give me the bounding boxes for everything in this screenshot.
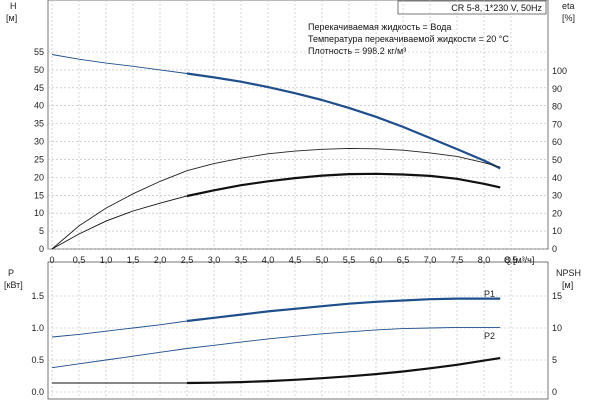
p-tick-label: 1.5 [31, 291, 44, 301]
x-tick-label: 7,0 [424, 255, 437, 265]
h-tick-label: 35 [34, 119, 44, 129]
top-curve-0-operating-range [186, 72, 501, 170]
x-tick-label: 4,0 [262, 255, 275, 265]
p-axis-unit: [кВт] [4, 280, 23, 290]
bottom-curve-2-operating-range [186, 357, 501, 385]
series-label-p2: P2 [484, 331, 495, 341]
h-tick-label: 45 [34, 83, 44, 93]
npsh-tick-label: 0 [552, 387, 557, 397]
x-tick-label: 4,5 [289, 255, 302, 265]
annotation-temperature: Температура перекачиваемой жидкости = 20… [308, 34, 509, 44]
x-tick-label: 8,0 [478, 255, 491, 265]
chart-title: CR 5-8, 1*230 V, 50Hz [451, 3, 542, 13]
x-tick-label: 7,5 [451, 255, 464, 265]
q-axis-label: Q [504, 255, 511, 265]
bottom-curve-1 [51, 326, 501, 369]
npsh-tick-label: 5 [552, 355, 557, 365]
h-tick-label: 55 [34, 47, 44, 57]
x-tick-label: 2,0 [154, 255, 167, 265]
x-tick-label: 1,0 [100, 255, 113, 265]
x-tick-label: 0,5 [73, 255, 86, 265]
npsh-axis-unit: [м] [562, 280, 573, 290]
bottom-gridlines [48, 262, 548, 399]
h-tick-label: 30 [34, 137, 44, 147]
npsh-axis-label: NPSH [556, 268, 581, 278]
h-tick-label: 10 [34, 208, 44, 218]
top-curve-2-operating-range [186, 172, 501, 198]
eta-tick-label: 0 [552, 244, 557, 254]
eta-tick-label: 20 [552, 208, 562, 218]
x-tick-label: 3,5 [235, 255, 248, 265]
eta-tick-label: 90 [552, 84, 562, 94]
eta-tick-label: 80 [552, 102, 562, 112]
annotation-density: Плотность = 998.2 кг/м³ [308, 46, 406, 56]
top-curves [51, 54, 501, 250]
eta-axis-label: eta [562, 1, 575, 11]
x-tick-label: 1,5 [127, 255, 140, 265]
x-tick-label: 3,0 [208, 255, 221, 265]
p-tick-label: 1.0 [31, 323, 44, 333]
eta-axis-unit: [%] [562, 13, 575, 23]
series-label-p1: P1 [484, 289, 495, 299]
top-curve-1 [51, 147, 501, 250]
eta-tick-label: 10 [552, 226, 562, 236]
top-gridlines [48, 0, 548, 250]
chart-title-box [397, 0, 547, 15]
eta-tick-label: 60 [552, 137, 562, 147]
x-tick-label: 2,5 [181, 255, 194, 265]
x-tick-label: 6,5 [397, 255, 410, 265]
eta-tick-label: 30 [552, 191, 562, 201]
x-tick-label: 5,5 [343, 255, 356, 265]
p-axis-label: P [8, 268, 14, 278]
p-tick-label: 0.0 [31, 387, 44, 397]
h-axis-unit: [м] [6, 13, 17, 23]
x-tick-label: 8,5 [505, 255, 518, 265]
h-axis-label: H [10, 1, 17, 11]
x-tick-label: 5,0 [316, 255, 329, 265]
x-tick-label: 6,0 [370, 255, 383, 265]
bottom-plot-frame [47, 261, 549, 400]
h-tick-label: 5 [39, 226, 44, 236]
annotation-liquid: Перекачиваемая жидкость = Вода [308, 22, 451, 32]
eta-tick-label: 50 [552, 155, 562, 165]
x-tick-label: 0 [49, 255, 54, 265]
h-tick-label: 25 [34, 154, 44, 164]
bottom-curve-0-operating-range [186, 297, 501, 323]
eta-tick-label: 100 [552, 66, 567, 76]
bottom-tick-labels: 0.0 0.5 1.0 1.5 0 5 10 15 [31, 291, 562, 397]
h-tick-label: 20 [34, 172, 44, 182]
bottom-curves [51, 297, 501, 385]
h-tick-label: 0 [39, 244, 44, 254]
eta-tick-label: 70 [552, 119, 562, 129]
h-tick-label: 40 [34, 101, 44, 111]
p-tick-label: 0.5 [31, 355, 44, 365]
npsh-tick-label: 10 [552, 323, 562, 333]
npsh-tick-label: 15 [552, 291, 562, 301]
h-tick-label: 50 [34, 65, 44, 75]
h-tick-label: 15 [34, 190, 44, 200]
top-tick-labels: 0 0,5 1,0 1,5 2,0 2,5 3,0 3,5 4,0 4,5 5,0 5,5 6,0 6,5… [34, 47, 567, 265]
eta-tick-label: 40 [552, 173, 562, 183]
q-axis-unit: [м³/ч] [513, 255, 534, 265]
